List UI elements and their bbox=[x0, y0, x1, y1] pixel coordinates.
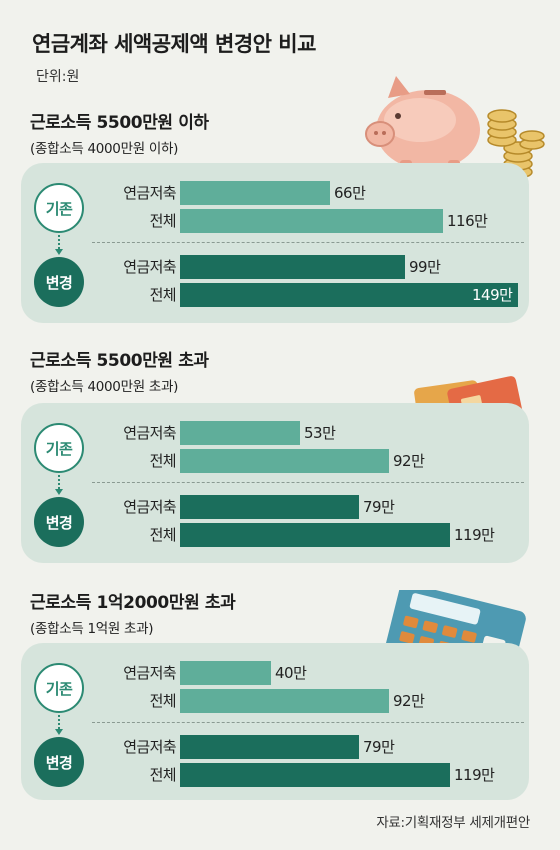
bar-value-label: 149만 bbox=[472, 286, 513, 304]
bar-value-label: 53만 bbox=[304, 424, 336, 442]
group-badge-before: 기존 bbox=[34, 183, 84, 233]
bar-value-label: 99만 bbox=[409, 258, 441, 276]
bar-value-label: 79만 bbox=[363, 498, 395, 516]
group-badge-after: 변경 bbox=[34, 257, 84, 307]
bar-label: 전체 bbox=[149, 692, 177, 710]
bar-label: 연금저축 bbox=[123, 738, 176, 756]
bar-value-label: 40만 bbox=[275, 664, 307, 682]
bar bbox=[180, 449, 389, 473]
section-1-subtitle: (종합소득 4000만원 이하) bbox=[30, 141, 179, 157]
bar-label: 연금저축 bbox=[123, 258, 176, 276]
bar bbox=[180, 181, 330, 205]
group-badge-before: 기존 bbox=[34, 663, 84, 713]
bar-label: 연금저축 bbox=[123, 184, 176, 202]
section-3-title: 근로소득 1억2000만원 초과 bbox=[30, 593, 236, 613]
chart-title: 연금계좌 세액공제액 변경안 비교 bbox=[32, 32, 316, 56]
bar bbox=[180, 421, 300, 445]
bar-value-label: 79만 bbox=[363, 738, 395, 756]
piggy-bank-icon bbox=[365, 76, 480, 174]
arrow-down-icon bbox=[55, 729, 63, 735]
bar bbox=[180, 283, 518, 307]
group-separator bbox=[92, 482, 524, 483]
bar-value-label: 66만 bbox=[334, 184, 366, 202]
bar-label: 연금저축 bbox=[123, 498, 176, 516]
arrow-line bbox=[58, 715, 60, 729]
group-separator bbox=[92, 242, 524, 243]
arrow-line bbox=[58, 235, 60, 249]
bar bbox=[180, 763, 450, 787]
group-badge-after: 변경 bbox=[34, 737, 84, 787]
bar bbox=[180, 495, 359, 519]
source-note: 자료:기획재정부 세제개편안 bbox=[376, 815, 530, 831]
bar-label: 연금저축 bbox=[123, 424, 176, 442]
bar bbox=[180, 735, 359, 759]
bar-label: 연금저축 bbox=[123, 664, 176, 682]
arrow-line bbox=[58, 475, 60, 489]
group-badge-after: 변경 bbox=[34, 497, 84, 547]
bar-value-label: 92만 bbox=[393, 452, 425, 470]
arrow-down-icon bbox=[55, 249, 63, 255]
bar-value-label: 119만 bbox=[454, 766, 495, 784]
bar-label: 전체 bbox=[149, 526, 177, 544]
group-separator bbox=[92, 722, 524, 723]
arrow-down-icon bbox=[55, 489, 63, 495]
bar-value-label: 116만 bbox=[447, 212, 488, 230]
bar-label: 전체 bbox=[149, 286, 177, 304]
bar-label: 전체 bbox=[149, 212, 177, 230]
section-2-title: 근로소득 5500만원 초과 bbox=[30, 351, 209, 371]
section-1-title: 근로소득 5500만원 이하 bbox=[30, 113, 209, 133]
group-badge-before: 기존 bbox=[34, 423, 84, 473]
section-3-subtitle: (종합소득 1억원 초과) bbox=[30, 621, 154, 637]
bar bbox=[180, 689, 389, 713]
bar-value-label: 92만 bbox=[393, 692, 425, 710]
bar-value-label: 119만 bbox=[454, 526, 495, 544]
bar bbox=[180, 523, 450, 547]
bar-label: 전체 bbox=[149, 766, 177, 784]
unit-label: 단위:원 bbox=[36, 69, 80, 85]
bar-label: 전체 bbox=[149, 452, 177, 470]
section-2-subtitle: (종합소득 4000만원 초과) bbox=[30, 379, 179, 395]
bar bbox=[180, 661, 271, 685]
bar bbox=[180, 209, 443, 233]
bar bbox=[180, 255, 405, 279]
